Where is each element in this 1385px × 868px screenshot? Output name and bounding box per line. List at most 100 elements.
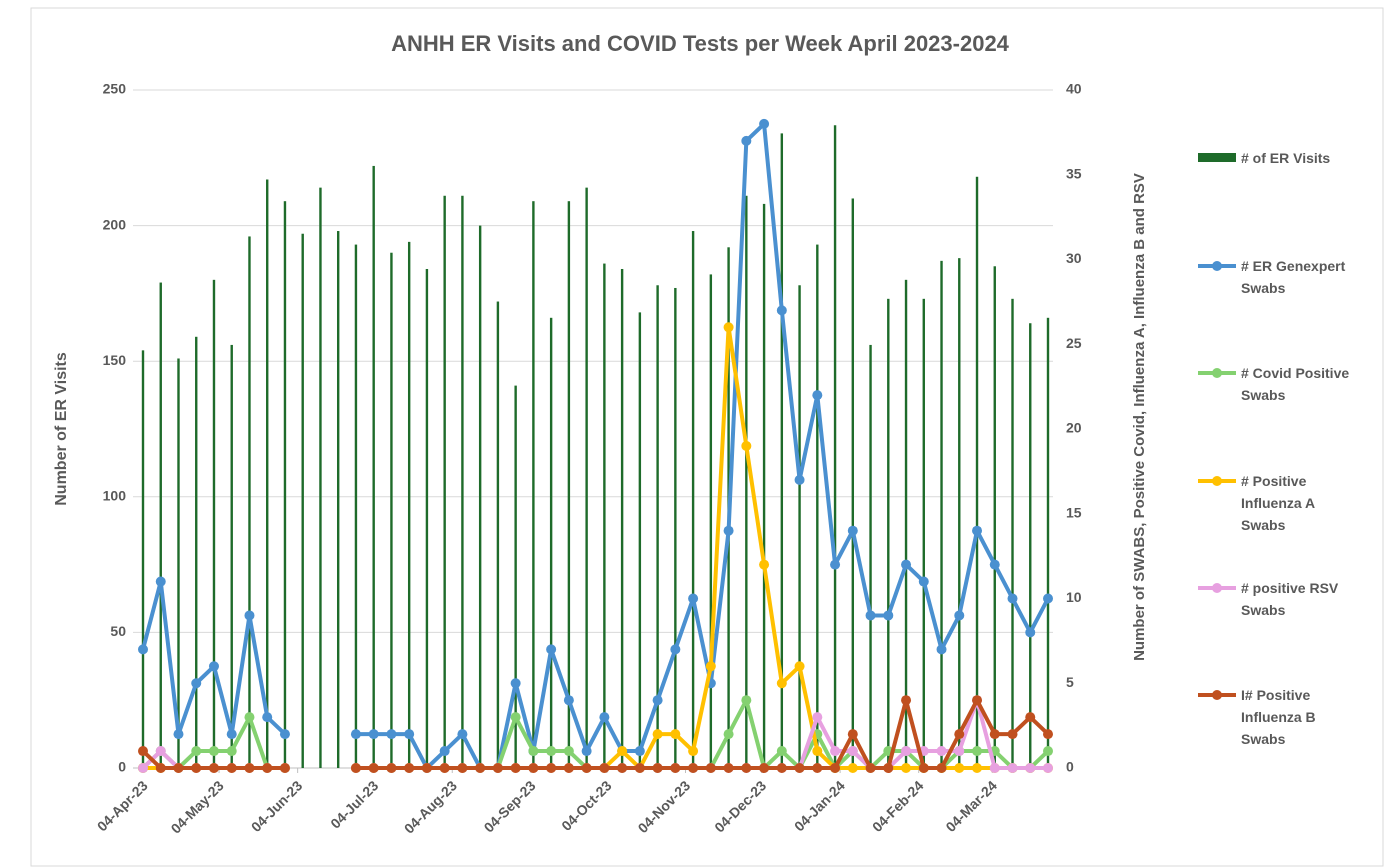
series-marker bbox=[421, 763, 432, 773]
series-marker bbox=[652, 763, 663, 773]
series-marker bbox=[191, 763, 202, 773]
series-marker bbox=[741, 695, 752, 706]
series-marker bbox=[830, 559, 841, 570]
series-marker bbox=[847, 525, 858, 536]
series-marker bbox=[191, 746, 202, 757]
series-marker bbox=[972, 746, 983, 757]
series-marker bbox=[776, 678, 787, 689]
bar bbox=[780, 133, 784, 769]
bar bbox=[443, 195, 446, 768]
y2-tick-label: 0 bbox=[1066, 759, 1074, 775]
series-marker bbox=[262, 763, 273, 773]
series-marker bbox=[1043, 763, 1053, 773]
series-marker bbox=[1025, 712, 1036, 723]
series-marker bbox=[989, 729, 1000, 740]
legend-entry: # of ER Visits bbox=[1241, 150, 1330, 166]
y2-tick-label: 25 bbox=[1066, 335, 1082, 351]
bar bbox=[177, 358, 180, 768]
series-marker bbox=[546, 644, 557, 655]
bar bbox=[638, 312, 642, 768]
y-axis-title: Number of ER Visits bbox=[53, 352, 70, 506]
legend-label: # Covid Positive Swabs bbox=[1241, 365, 1350, 403]
bar bbox=[319, 187, 322, 768]
series-marker bbox=[350, 763, 361, 773]
series-marker bbox=[901, 559, 912, 570]
bar bbox=[1029, 323, 1032, 768]
bar bbox=[904, 279, 908, 768]
series-marker bbox=[226, 763, 237, 773]
series-marker bbox=[1007, 763, 1018, 773]
legend-marker bbox=[1212, 368, 1222, 378]
series-marker bbox=[830, 763, 841, 773]
bar bbox=[620, 268, 624, 768]
series-marker bbox=[812, 763, 823, 773]
series-marker bbox=[918, 763, 929, 773]
series-marker bbox=[617, 746, 628, 757]
series-marker bbox=[563, 763, 574, 773]
series-marker bbox=[138, 763, 148, 773]
series-marker bbox=[368, 763, 379, 773]
bar bbox=[958, 258, 961, 768]
legend-entry: # Positive Influenza A Swabs bbox=[1241, 473, 1315, 533]
legend-entry: I# Positive Influenza B Swabs bbox=[1241, 687, 1316, 747]
series-marker bbox=[883, 610, 894, 621]
bar bbox=[674, 287, 677, 768]
series-marker bbox=[759, 559, 770, 570]
series-marker bbox=[954, 610, 965, 621]
series-marker bbox=[936, 763, 947, 773]
y-tick-label: 150 bbox=[103, 352, 127, 368]
series-marker bbox=[155, 576, 166, 587]
series-marker bbox=[439, 746, 450, 757]
series-marker bbox=[954, 763, 965, 773]
series-marker bbox=[634, 746, 645, 757]
series-marker bbox=[972, 763, 983, 773]
series-marker bbox=[404, 729, 415, 740]
series-marker bbox=[705, 763, 716, 773]
series-marker bbox=[741, 440, 752, 451]
series-marker bbox=[1007, 593, 1018, 604]
series-marker bbox=[776, 763, 787, 773]
series-marker bbox=[244, 712, 255, 723]
bar bbox=[159, 282, 162, 768]
series-marker bbox=[688, 763, 699, 773]
series-marker bbox=[138, 746, 148, 757]
series-marker bbox=[262, 712, 273, 723]
series-marker bbox=[404, 763, 415, 773]
legend-marker bbox=[1212, 690, 1222, 700]
bar bbox=[833, 125, 837, 769]
series-marker bbox=[972, 525, 983, 536]
bar bbox=[195, 336, 198, 768]
bar bbox=[691, 231, 695, 769]
series-marker bbox=[155, 763, 166, 773]
series-marker bbox=[723, 729, 734, 740]
series-marker bbox=[279, 763, 290, 773]
bar bbox=[585, 187, 588, 768]
series-marker bbox=[563, 746, 574, 757]
series-marker bbox=[492, 763, 503, 773]
bar bbox=[887, 298, 890, 768]
series-marker bbox=[652, 729, 663, 740]
series-marker bbox=[208, 763, 219, 773]
series-marker bbox=[812, 746, 823, 757]
y2-tick-label: 20 bbox=[1066, 420, 1082, 436]
bar bbox=[940, 260, 943, 768]
series-marker bbox=[652, 695, 663, 706]
series-marker bbox=[918, 576, 929, 587]
bar bbox=[354, 244, 358, 769]
bar bbox=[141, 350, 145, 768]
series-marker bbox=[989, 559, 1000, 570]
y-tick-label: 0 bbox=[118, 759, 126, 775]
series-marker bbox=[954, 729, 965, 740]
bar bbox=[762, 203, 766, 769]
series-marker bbox=[208, 746, 219, 757]
series-marker bbox=[989, 763, 1000, 773]
series-marker bbox=[155, 746, 166, 757]
bar bbox=[212, 279, 216, 768]
series-marker bbox=[581, 746, 592, 757]
series-marker bbox=[954, 746, 965, 757]
series-marker bbox=[546, 763, 557, 773]
series-marker bbox=[510, 712, 521, 723]
series-marker bbox=[528, 746, 539, 757]
bar bbox=[975, 176, 979, 768]
bar bbox=[567, 201, 571, 768]
